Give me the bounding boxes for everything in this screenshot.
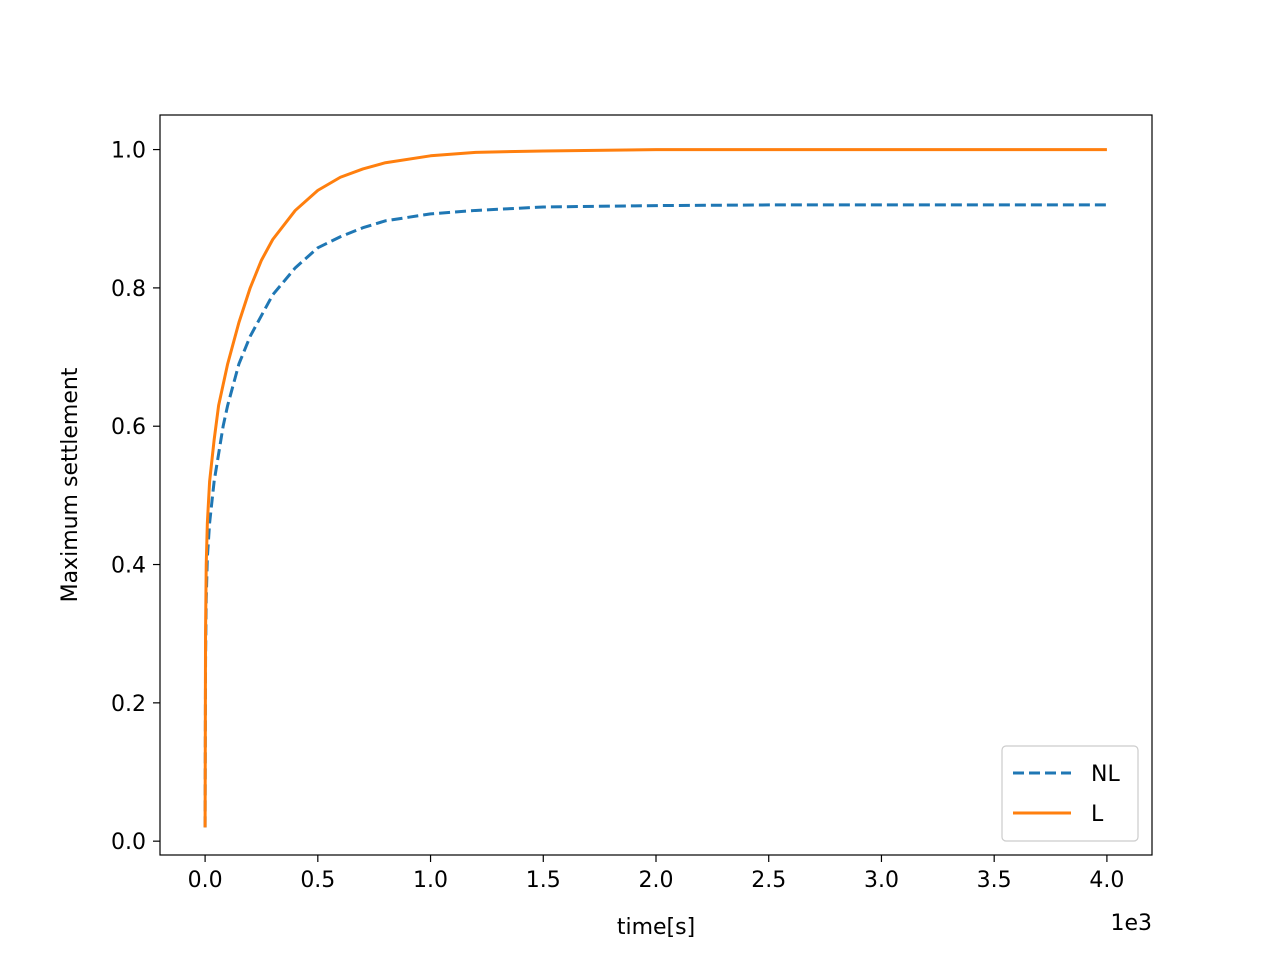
x-tick-label: 1.0: [413, 868, 448, 893]
legend: NL L: [1001, 745, 1139, 842]
y-tick-label: 0.2: [111, 692, 146, 717]
x-tick-label: 2.5: [751, 868, 786, 893]
x-tick-label: 0.5: [300, 868, 335, 893]
x-tick-label: 1.5: [526, 868, 561, 893]
x-axis-ticks: 0.0 0.5 1.0 1.5 2.0 2.5 3.0 3.5 4.0: [188, 855, 1124, 893]
x-axis-label: time[s]: [617, 915, 695, 940]
plot-area: [160, 115, 1152, 855]
x-tick-label: 0.0: [188, 868, 223, 893]
y-tick-label: 0.0: [111, 830, 146, 855]
y-tick-label: 0.6: [111, 415, 146, 440]
x-tick-label: 3.5: [977, 868, 1012, 893]
x-tick-label: 3.0: [864, 868, 899, 893]
y-tick-label: 0.8: [111, 277, 146, 302]
y-axis-ticks: 0.0 0.2 0.4 0.6 0.8 1.0: [111, 139, 160, 855]
y-tick-label: 1.0: [111, 139, 146, 164]
legend-items: NL L: [1013, 762, 1120, 827]
legend-frame: [1001, 745, 1139, 842]
series-line-l: [203, 148, 1107, 828]
y-tick-label: 0.4: [111, 554, 146, 579]
legend-label-l: L: [1091, 802, 1104, 827]
x-tick-label: 2.0: [639, 868, 674, 893]
legend-label-nl: NL: [1091, 762, 1120, 787]
x-axis-offset-label: 1e3: [1110, 911, 1152, 936]
series-line-nl: [203, 203, 1107, 828]
series-layer: [203, 148, 1107, 828]
x-tick-label: 4.0: [1089, 868, 1124, 893]
y-axis-label: Maximum settlement: [58, 367, 83, 602]
